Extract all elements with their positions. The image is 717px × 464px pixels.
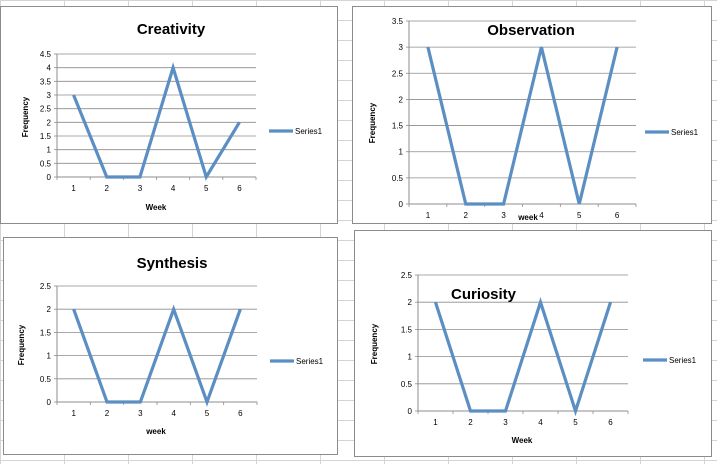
chart-synthesis: 0 0.5 1 1.5 2 2.5 1 2 3 4 5 6 Synthesis week Frequency…	[17, 255, 324, 436]
y-tick-label: 1	[408, 353, 413, 362]
x-tick-label: 6	[615, 211, 620, 220]
y-tick-label: 1	[47, 146, 52, 155]
x-tick-label: 3	[503, 418, 508, 427]
y-tick-label: 0.5	[40, 159, 52, 168]
chart-panel-creativity: 0 0.5 1 1.5 2 2.5 3 3.5 4 4.5 1 2 3 4 5 6 Creativity Week…	[0, 6, 338, 224]
y-tick-label: 3.5	[40, 77, 52, 86]
y-tick-label: 0	[408, 407, 413, 416]
y-tick-label: 0.5	[40, 375, 52, 384]
series-line	[72, 62, 241, 181]
x-tick-label: 6	[238, 409, 243, 418]
x-tick-label: 2	[464, 211, 469, 220]
y-axis-label: Frequency	[17, 324, 26, 365]
x-tick-label: 1	[71, 409, 76, 418]
x-tick-label: 1	[433, 418, 438, 427]
y-tick-label: 4	[47, 64, 52, 73]
y-axis-label: Frequency	[370, 323, 379, 364]
y-tick-label: 0	[399, 200, 404, 209]
y-axis-label: Frequency	[21, 96, 30, 137]
y-tick-label: 2	[47, 118, 52, 127]
chart-creativity: 0 0.5 1 1.5 2 2.5 3 3.5 4 4.5 1 2 3 4 5 6 Creativity Week…	[21, 21, 323, 212]
y-tick-label: 0	[47, 398, 52, 407]
x-tick-label: 1	[426, 211, 431, 220]
x-tick-label: 2	[105, 184, 110, 193]
x-tick-label: 1	[71, 184, 76, 193]
y-tick-label: 4.5	[40, 50, 52, 59]
chart-title: Observation	[487, 22, 575, 39]
x-axis-label: week	[517, 213, 538, 222]
x-axis-label: Week	[512, 436, 533, 445]
y-tick-label: 1	[399, 148, 404, 157]
legend-label: Series1	[296, 357, 324, 366]
y-tick-label: 2.5	[40, 282, 52, 291]
x-tick-label: 3	[138, 409, 143, 418]
x-tick-label: 6	[237, 184, 242, 193]
x-tick-label: 4	[171, 409, 176, 418]
y-tick-label: 3	[47, 91, 52, 100]
x-tick-label: 2	[105, 409, 110, 418]
chart-panel-curiosity: 0 0.5 1 1.5 2 2.5 1 2 3 4 5 6 Curiosity Week Frequency…	[354, 230, 712, 457]
x-tick-label: 5	[573, 418, 578, 427]
y-tick-label: 2	[399, 95, 404, 104]
y-tick-label: 1.5	[40, 328, 52, 337]
y-tick-label: 2.5	[392, 69, 404, 78]
y-tick-label: 2	[408, 298, 413, 307]
chart-title: Synthesis	[137, 255, 208, 272]
y-tick-label: 1.5	[40, 132, 52, 141]
legend-label: Series1	[669, 356, 697, 365]
x-tick-label: 6	[608, 418, 613, 427]
legend-label: Series1	[671, 128, 699, 137]
y-tick-label: 2.5	[40, 105, 52, 114]
x-tick-label: 4	[539, 211, 544, 220]
y-tick-label: 0	[47, 173, 52, 182]
chart-curiosity: 0 0.5 1 1.5 2 2.5 1 2 3 4 5 6 Curiosity Week Frequency…	[370, 271, 697, 445]
series-line	[426, 46, 619, 206]
x-axis-label: week	[145, 427, 166, 436]
x-tick-label: 3	[501, 211, 506, 220]
x-axis-label: Week	[146, 203, 167, 212]
x-tick-label: 2	[468, 418, 473, 427]
y-tick-label: 1.5	[392, 122, 404, 131]
chart-observation: 0 0.5 1 1.5 2 2.5 3 3.5 1 2 3 4 5 6 Observation week Fre…	[368, 17, 699, 222]
y-tick-label: 1	[47, 352, 52, 361]
y-tick-label: 1.5	[401, 325, 413, 334]
x-tick-label: 4	[171, 184, 176, 193]
y-tick-label: 2	[47, 305, 52, 314]
chart-title: Creativity	[137, 21, 206, 38]
y-tick-label: 3.5	[392, 17, 404, 26]
y-axis-label: Frequency	[368, 102, 377, 143]
y-tick-label: 2.5	[401, 271, 413, 280]
y-tick-label: 3	[399, 43, 404, 52]
y-tick-label: 0.5	[401, 380, 413, 389]
y-tick-label: 0.5	[392, 174, 404, 183]
x-tick-label: 3	[138, 184, 143, 193]
legend-label: Series1	[295, 127, 323, 136]
x-tick-label: 5	[577, 211, 582, 220]
series-line	[72, 304, 242, 407]
x-tick-label: 5	[204, 184, 209, 193]
chart-panel-synthesis: 0 0.5 1 1.5 2 2.5 1 2 3 4 5 6 Synthesis week Frequency…	[3, 237, 338, 455]
x-tick-label: 5	[205, 409, 210, 418]
series-line	[433, 296, 613, 417]
chart-title: Curiosity	[451, 286, 517, 303]
x-tick-label: 4	[538, 418, 543, 427]
chart-panel-observation: 0 0.5 1 1.5 2 2.5 3 3.5 1 2 3 4 5 6 Observation week Fre…	[352, 6, 712, 224]
